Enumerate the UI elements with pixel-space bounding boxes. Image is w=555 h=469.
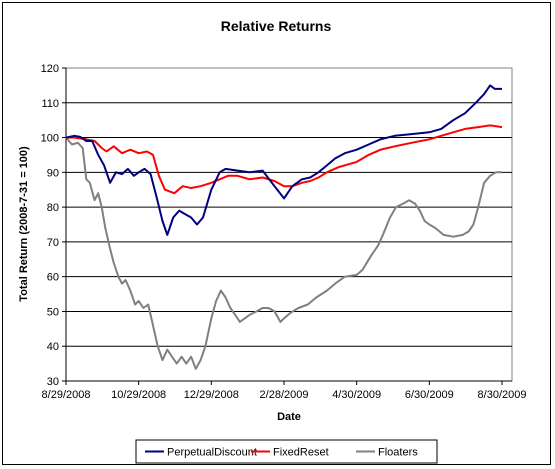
chart-title: Relative Returns xyxy=(221,18,332,34)
plot-area xyxy=(65,67,513,382)
x-tick-label: 2/28/2009 xyxy=(260,389,309,401)
y-axis-label: Total Return (2008-7-31 = 100) xyxy=(18,146,30,302)
x-tick-label: 6/30/2009 xyxy=(405,389,454,401)
y-tick-label: 90 xyxy=(47,167,59,179)
legend-label: FixedReset xyxy=(273,447,329,459)
y-tick-label: 100 xyxy=(41,133,59,145)
x-tick-label: 8/29/2008 xyxy=(42,389,91,401)
x-tick-label: 12/29/2008 xyxy=(184,389,239,401)
series-lines xyxy=(65,84,503,370)
legend-label: Floaters xyxy=(378,447,418,459)
y-tick-label: 110 xyxy=(41,98,59,110)
y-tick-label: 40 xyxy=(47,341,59,353)
series-line-floaters xyxy=(65,136,502,370)
legend-box xyxy=(135,439,438,464)
y-tick-label: 50 xyxy=(47,306,59,318)
x-tick-label: 8/30/2009 xyxy=(478,389,527,401)
series-line-perpetualdiscount xyxy=(65,84,502,236)
legend-label: PerpetualDiscount xyxy=(167,447,257,459)
y-tick-label: 30 xyxy=(47,376,59,388)
y-tick-label: 120 xyxy=(41,63,59,75)
y-axis-ticks: 30 40 50 60 70 80 90 100 110 120 xyxy=(41,63,512,388)
series-line-fixedreset xyxy=(66,124,503,195)
y-tick-label: 80 xyxy=(47,202,59,214)
legend: PerpetualDiscount FixedReset Floaters xyxy=(145,447,418,459)
x-axis-ticks: 8/29/2008 10/29/2008 12/29/2008 2/28/2009 4/… xyxy=(42,381,527,401)
x-tick-label: 10/29/2008 xyxy=(111,389,166,401)
x-axis-label: Date xyxy=(277,411,301,423)
x-tick-label: 4/30/2009 xyxy=(332,389,381,401)
y-tick-label: 60 xyxy=(47,272,59,284)
y-tick-label: 70 xyxy=(47,237,59,249)
